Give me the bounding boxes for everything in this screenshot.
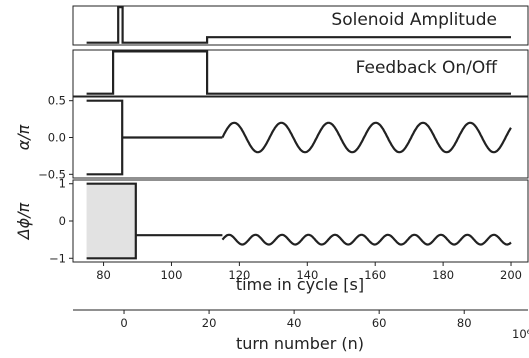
turn-axis-multiplier: 10⁶ bbox=[512, 327, 529, 341]
panel-title: Feedback On/Off bbox=[356, 58, 499, 78]
series-line bbox=[86, 99, 124, 176]
x-tick-label: 80 bbox=[96, 268, 111, 282]
panel-frame bbox=[72, 5, 529, 46]
turn-number-axis: 0 20 40 60 80 10⁶ turn number (n) bbox=[73, 309, 529, 353]
series-line bbox=[86, 50, 511, 95]
y-tick-label: 1 bbox=[59, 177, 66, 191]
panel-solenoid: Solenoid Amplitude bbox=[72, 5, 529, 46]
turn-tick-label: 80 bbox=[457, 316, 472, 330]
turn-axis-label: turn number (n) bbox=[236, 334, 364, 353]
x-tick-label: 120 bbox=[228, 268, 250, 282]
x-tick-label: 140 bbox=[296, 268, 318, 282]
y-tick-label: −0.5 bbox=[38, 167, 66, 181]
y-tick-label: 0.5 bbox=[48, 94, 66, 108]
panel-alpha: −0.5 0.0 0.5 α/π bbox=[14, 94, 529, 181]
y-tick-label: 0.0 bbox=[48, 131, 66, 145]
series-line bbox=[86, 6, 511, 44]
y-axis-label: α/π bbox=[14, 124, 33, 150]
turn-tick-label: 60 bbox=[372, 316, 387, 330]
panel-feedback: Feedback On/Off bbox=[72, 49, 529, 97]
turn-tick-label: 40 bbox=[287, 316, 302, 330]
y-axis-label: Δϕ/π bbox=[14, 202, 33, 241]
panel-frame bbox=[72, 179, 529, 263]
oscillation-line bbox=[221, 233, 512, 246]
time-axis: 80 100 120 140 160 180 200 time in cycle [s] bbox=[96, 262, 522, 294]
series-line bbox=[86, 182, 137, 260]
turn-tick-label: 0 bbox=[120, 316, 127, 330]
x-tick-label: 100 bbox=[160, 268, 182, 282]
x-tick-label: 160 bbox=[364, 268, 386, 282]
panel-title: Solenoid Amplitude bbox=[331, 10, 497, 30]
chart-panels: Solenoid Amplitude Feedback On/Off −0.5 0.0… bbox=[14, 5, 529, 265]
x-tick-label: 180 bbox=[432, 268, 454, 282]
panel-dphi: −1 0 1 Δϕ/π bbox=[14, 177, 529, 265]
x-axis-label: time in cycle [s] bbox=[236, 275, 364, 294]
shaded-region bbox=[86, 183, 136, 259]
x-tick-label: 200 bbox=[500, 268, 522, 282]
oscillation-line bbox=[221, 121, 512, 154]
turn-tick-label: 20 bbox=[202, 316, 217, 330]
y-tick-label: 0 bbox=[59, 214, 66, 228]
y-tick-label: −1 bbox=[49, 251, 66, 265]
panel-frame bbox=[72, 49, 529, 97]
